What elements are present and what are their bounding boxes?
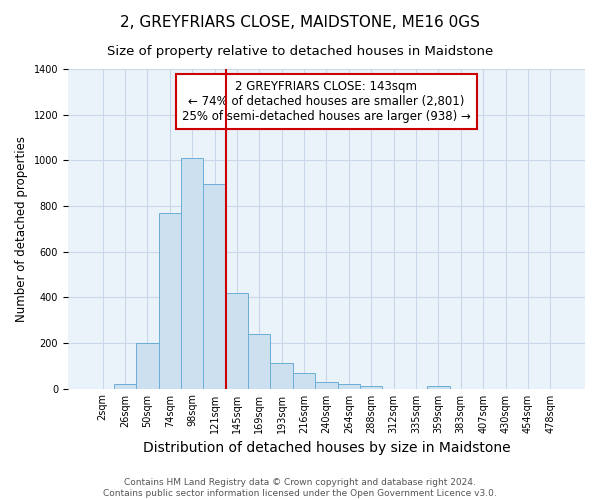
Y-axis label: Number of detached properties: Number of detached properties xyxy=(15,136,28,322)
Bar xyxy=(293,372,315,388)
Bar xyxy=(158,213,181,388)
X-axis label: Distribution of detached houses by size in Maidstone: Distribution of detached houses by size … xyxy=(143,441,510,455)
Bar xyxy=(338,384,360,388)
Bar xyxy=(248,334,271,388)
Bar xyxy=(271,364,293,388)
Bar xyxy=(315,382,338,388)
Bar xyxy=(181,158,203,388)
Bar xyxy=(136,343,158,388)
Bar xyxy=(360,386,382,388)
Text: Contains HM Land Registry data © Crown copyright and database right 2024.
Contai: Contains HM Land Registry data © Crown c… xyxy=(103,478,497,498)
Bar xyxy=(114,384,136,388)
Text: 2, GREYFRIARS CLOSE, MAIDSTONE, ME16 0GS: 2, GREYFRIARS CLOSE, MAIDSTONE, ME16 0GS xyxy=(120,15,480,30)
Bar xyxy=(203,184,226,388)
Bar xyxy=(226,292,248,388)
Text: 2 GREYFRIARS CLOSE: 143sqm
← 74% of detached houses are smaller (2,801)
25% of s: 2 GREYFRIARS CLOSE: 143sqm ← 74% of deta… xyxy=(182,80,471,123)
Bar xyxy=(427,386,449,388)
Text: Size of property relative to detached houses in Maidstone: Size of property relative to detached ho… xyxy=(107,45,493,58)
